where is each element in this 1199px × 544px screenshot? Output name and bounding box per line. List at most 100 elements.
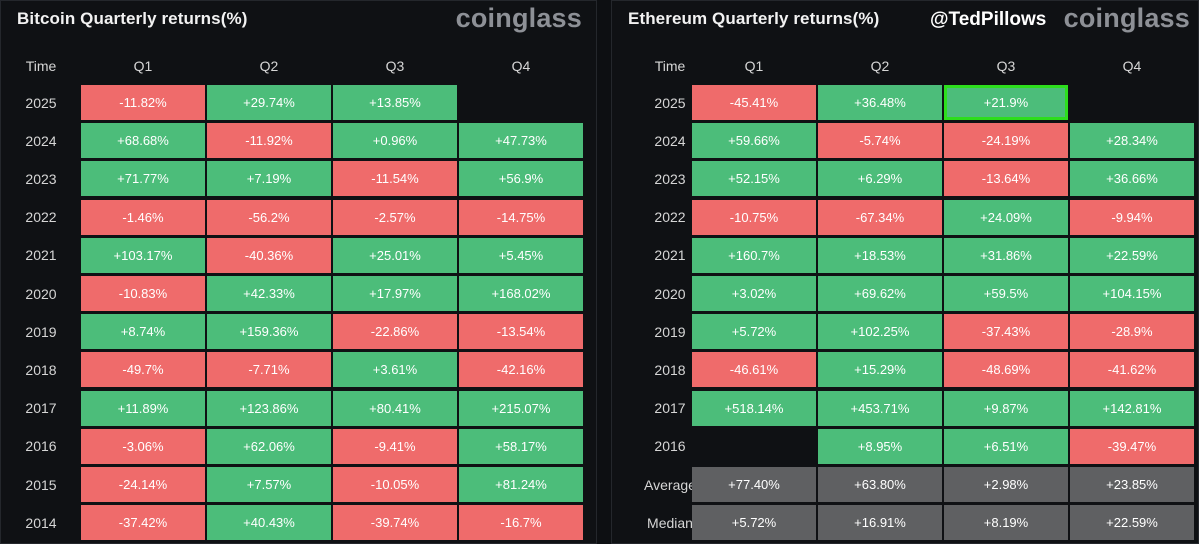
bitcoin-panel: Bitcoin Quarterly returns(%) coinglass T… bbox=[0, 0, 597, 544]
return-cell-2022-q3: -2.57% bbox=[333, 199, 457, 235]
column-header-q2: Q2 bbox=[259, 58, 279, 74]
return-cell-average-q3: +2.98% bbox=[944, 467, 1068, 502]
return-cell-2022-q1: -10.75% bbox=[692, 199, 816, 235]
return-cell-2025-q1: -45.41% bbox=[692, 85, 816, 120]
return-cell-2022-q4: -9.94% bbox=[1070, 199, 1194, 235]
return-cell-2024-q2: -5.74% bbox=[818, 123, 942, 159]
return-cell-2019-q2: +159.36% bbox=[207, 314, 331, 350]
row-label-2023: 2023 bbox=[654, 170, 686, 187]
return-cell-2019-q3: -22.86% bbox=[333, 314, 457, 350]
return-cell-2020-q4: +104.15% bbox=[1070, 276, 1194, 311]
return-cell-2015-q2: +7.57% bbox=[207, 467, 331, 502]
row-label-2025: 2025 bbox=[654, 94, 686, 111]
return-cell-2020-q2: +42.33% bbox=[207, 276, 331, 311]
return-cell-2016-q4: +58.17% bbox=[459, 428, 583, 464]
return-cell-2023-q3: -13.64% bbox=[944, 161, 1068, 197]
return-cell-2016-q4: -39.47% bbox=[1070, 428, 1194, 464]
return-cell-2019-q3: -37.43% bbox=[944, 314, 1068, 350]
return-cell-2024-q4: +28.34% bbox=[1070, 123, 1194, 159]
return-cell-2018-q1: -46.61% bbox=[692, 352, 816, 388]
row-label-2022: 2022 bbox=[25, 209, 57, 226]
return-cell-2019-q1: +5.72% bbox=[692, 314, 816, 350]
return-cell-2020-q4: +168.02% bbox=[459, 276, 583, 311]
column-header-q1: Q1 bbox=[744, 58, 764, 74]
return-cell-average-q1: +77.40% bbox=[692, 467, 816, 502]
return-cell-2023-q4: +56.9% bbox=[459, 161, 583, 197]
column-header-q1: Q1 bbox=[133, 58, 153, 74]
return-cell-2020-q1: -10.83% bbox=[81, 276, 205, 311]
ethereum-panel: Ethereum Quarterly returns(%) @TedPillow… bbox=[611, 0, 1199, 544]
return-cell-2024-q3: -24.19% bbox=[944, 123, 1068, 159]
return-cell-2021-q3: +25.01% bbox=[333, 237, 457, 273]
return-cell-2024-q4: +47.73% bbox=[459, 123, 583, 159]
return-cell-2016-q2: +62.06% bbox=[207, 428, 331, 464]
coinglass-logo: coinglass bbox=[455, 3, 582, 33]
return-cell-2019-q2: +102.25% bbox=[818, 314, 942, 350]
coinglass-logo: coinglass bbox=[1063, 3, 1190, 33]
return-cell-2021-q3: +31.86% bbox=[944, 237, 1068, 273]
return-cell-2015-q3: -10.05% bbox=[333, 467, 457, 502]
return-cell-2022-q2: -67.34% bbox=[818, 199, 942, 235]
row-label-2020: 2020 bbox=[25, 285, 57, 302]
row-label-2017: 2017 bbox=[654, 400, 686, 417]
return-cell-2014-q2: +40.43% bbox=[207, 505, 331, 541]
return-cell-2017-q1: +518.14% bbox=[692, 390, 816, 426]
return-cell-2018-q3: +3.61% bbox=[333, 352, 457, 388]
return-cell-2019-q4: -13.54% bbox=[459, 314, 583, 350]
return-cell-2020-q1: +3.02% bbox=[692, 276, 816, 311]
return-cell-2017-q1: +11.89% bbox=[81, 390, 205, 426]
column-header-q2: Q2 bbox=[870, 58, 890, 74]
row-label-2016: 2016 bbox=[654, 438, 686, 455]
return-cell-2016-q3: -9.41% bbox=[333, 428, 457, 464]
return-cell-median-q3: +8.19% bbox=[944, 505, 1068, 541]
return-cell-2022-q2: -56.2% bbox=[207, 199, 331, 235]
return-cell-2017-q4: +215.07% bbox=[459, 390, 583, 426]
return-cell-2024-q3: +0.96% bbox=[333, 123, 457, 159]
column-header-q3: Q3 bbox=[385, 58, 405, 74]
return-cell-2025-q3: +13.85% bbox=[333, 85, 457, 120]
return-cell-2017-q2: +453.71% bbox=[818, 390, 942, 426]
return-cell-2021-q2: +18.53% bbox=[818, 237, 942, 273]
row-label-2017: 2017 bbox=[25, 400, 57, 417]
return-cell-median-q2: +16.91% bbox=[818, 505, 942, 541]
time-column-header: Time bbox=[654, 58, 686, 74]
time-column-header: Time bbox=[25, 58, 57, 74]
return-cell-2021-q1: +103.17% bbox=[81, 237, 205, 273]
return-cell-2020-q3: +59.5% bbox=[944, 276, 1068, 311]
row-label-2019: 2019 bbox=[654, 323, 686, 340]
row-label-median: Median bbox=[647, 514, 693, 531]
row-label-2018: 2018 bbox=[654, 361, 686, 378]
return-cell-2020-q3: +17.97% bbox=[333, 276, 457, 311]
row-label-2024: 2024 bbox=[654, 132, 686, 149]
return-cell-2021-q4: +5.45% bbox=[459, 237, 583, 273]
ethereum-table-title: Ethereum Quarterly returns(%) bbox=[628, 9, 880, 28]
column-header-q3: Q3 bbox=[996, 58, 1016, 74]
return-cell-2018-q2: +15.29% bbox=[818, 352, 942, 388]
return-cell-2022-q1: -1.46% bbox=[81, 199, 205, 235]
return-cell-2025-q2: +29.74% bbox=[207, 85, 331, 120]
return-cell-2022-q3: +24.09% bbox=[944, 199, 1068, 235]
return-cell-2019-q1: +8.74% bbox=[81, 314, 205, 350]
return-cell-2022-q4: -14.75% bbox=[459, 199, 583, 235]
column-header-q4: Q4 bbox=[511, 58, 531, 74]
column-header-q4: Q4 bbox=[1122, 58, 1142, 74]
return-cell-2018-q1: -49.7% bbox=[81, 352, 205, 388]
return-cell-2014-q1: -37.42% bbox=[81, 505, 205, 541]
return-cell-median-q1: +5.72% bbox=[692, 505, 816, 541]
return-cell-2023-q2: +6.29% bbox=[818, 161, 942, 197]
return-cell-2017-q3: +80.41% bbox=[333, 390, 457, 426]
row-label-2021: 2021 bbox=[654, 247, 686, 264]
row-label-2023: 2023 bbox=[25, 170, 57, 187]
return-cell-2025-q2: +36.48% bbox=[818, 85, 942, 120]
return-cell-2023-q2: +7.19% bbox=[207, 161, 331, 197]
return-cell-2018-q2: -7.71% bbox=[207, 352, 331, 388]
return-cell-2016-q1: -3.06% bbox=[81, 428, 205, 464]
row-label-2021: 2021 bbox=[25, 247, 57, 264]
row-label-2014: 2014 bbox=[25, 514, 57, 531]
return-cell-2015-q4: +81.24% bbox=[459, 467, 583, 502]
return-cell-2019-q4: -28.9% bbox=[1070, 314, 1194, 350]
return-cell-2023-q1: +52.15% bbox=[692, 161, 816, 197]
return-cell-2021-q4: +22.59% bbox=[1070, 237, 1194, 273]
return-cell-2023-q1: +71.77% bbox=[81, 161, 205, 197]
return-cell-2023-q4: +36.66% bbox=[1070, 161, 1194, 197]
